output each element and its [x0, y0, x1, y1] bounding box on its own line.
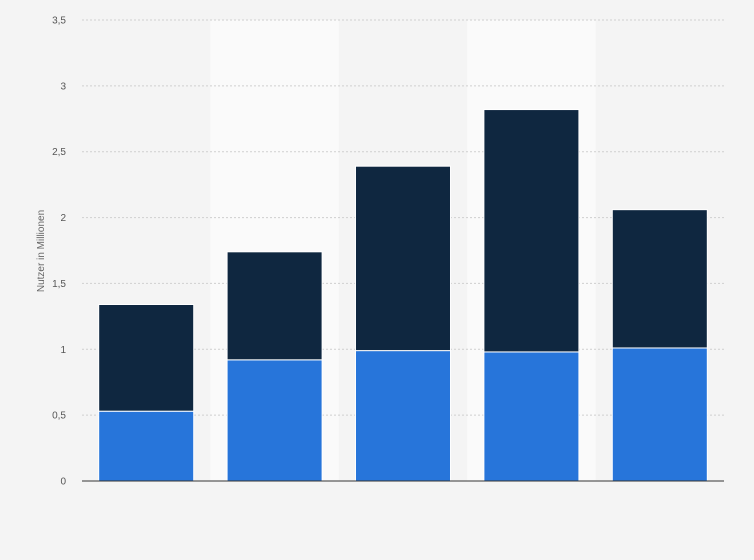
- bar-0-series-1: [98, 304, 195, 412]
- y-tick-label-4: 2: [60, 213, 66, 224]
- y-tick-label-5: 2,5: [52, 147, 66, 158]
- y-tick-label-1: 0,5: [52, 411, 66, 422]
- bar-2-series-1: [354, 165, 452, 352]
- y-tick-label-6: 3: [60, 81, 66, 92]
- bar-4-series-0: [611, 347, 708, 482]
- bar-2-series-0: [354, 350, 452, 482]
- y-tick-label-2: 1: [60, 345, 66, 356]
- bar-3-series-1: [483, 109, 580, 353]
- y-tick-label-3: 1,5: [52, 279, 66, 290]
- bar-1-series-1: [226, 251, 323, 361]
- y-tick-labels: 0 0,5 1 1,5 2 2,5 3 3,5: [52, 16, 66, 488]
- y-axis-title: Nutzer in Millionen: [36, 210, 47, 292]
- bars: [98, 109, 708, 482]
- bar-0-series-0: [98, 410, 195, 482]
- bar-4-series-1: [611, 209, 708, 349]
- y-tick-label-7: 3,5: [52, 16, 66, 27]
- y-tick-label-0: 0: [60, 477, 66, 488]
- bar-3-series-0: [483, 351, 580, 482]
- bar-1-series-0: [226, 359, 323, 482]
